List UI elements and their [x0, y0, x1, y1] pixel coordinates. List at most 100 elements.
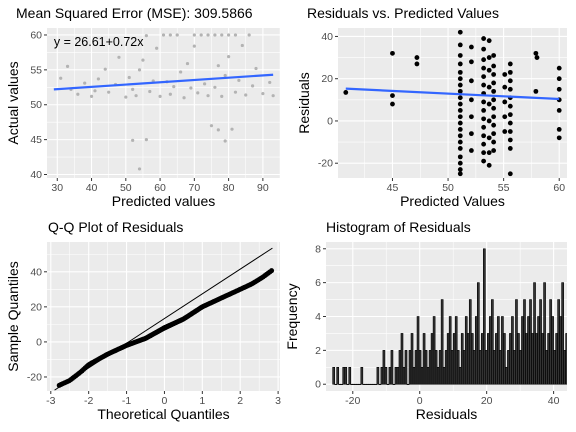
data-point: [481, 57, 487, 63]
x-axis-label: Predicted values: [112, 193, 216, 209]
y-tick-label: -20: [318, 158, 333, 170]
data-point: [220, 33, 224, 37]
histogram-bar: [440, 299, 444, 385]
data-point: [481, 65, 487, 71]
x-axis-label: Residuals: [416, 406, 477, 422]
data-point: [457, 76, 463, 82]
histogram-bar: [380, 366, 384, 385]
histogram-bar: [531, 333, 534, 385]
data-point: [457, 114, 463, 120]
y-tick-label: 50: [30, 99, 42, 111]
histogram-bar: [517, 333, 520, 385]
histogram-bar: [525, 333, 528, 385]
data-point: [131, 138, 135, 142]
data-point: [137, 68, 142, 72]
histogram-bar: [360, 366, 364, 385]
histogram-bar: [509, 333, 512, 385]
histogram-bar: [442, 366, 446, 385]
chart-panel-4: -20 0 20 40 0 2 4 6 8 Histogram of Residuals Resid…: [284, 219, 574, 422]
data-point: [137, 167, 142, 171]
data-point: [507, 69, 513, 75]
histogram-bar: [428, 350, 432, 385]
data-point: [481, 99, 487, 105]
y-tick-label: 40: [30, 169, 42, 181]
data-point: [223, 139, 227, 143]
data-point: [468, 59, 474, 65]
data-point: [502, 99, 508, 105]
histogram-bar: [503, 333, 506, 385]
histogram-bar: [541, 333, 544, 385]
x-tick-label: 0: [417, 395, 423, 407]
histogram-bar: [565, 333, 567, 385]
histogram-bar: [572, 367, 574, 384]
data-point: [556, 135, 562, 141]
histogram-bar: [394, 366, 398, 385]
histogram-bar: [418, 350, 422, 385]
data-point: [185, 61, 190, 66]
regression-line: [53, 73, 274, 91]
data-point: [175, 33, 179, 37]
histogram-bar: [561, 282, 564, 385]
data-point: [271, 94, 275, 98]
data-point: [556, 107, 562, 113]
x-axis-label: Predicted Values: [400, 193, 505, 209]
plot-background: [47, 28, 280, 178]
histogram-bar: [533, 282, 536, 385]
x-tick-label: -2: [84, 395, 93, 407]
histogram-bar: [479, 350, 482, 385]
histogram-bar: [493, 350, 496, 385]
histogram-bar: [489, 316, 492, 385]
x-tick-label: 70: [188, 182, 200, 194]
histogram-bar: [336, 366, 340, 385]
x-tick-label: -3: [46, 395, 55, 407]
data-point: [189, 86, 193, 90]
y-tick-label: 0: [36, 336, 42, 348]
data-layer: [343, 29, 562, 177]
histogram-bar: [390, 350, 394, 385]
histogram-bar: [408, 350, 412, 385]
data-point: [481, 116, 487, 122]
data-point: [220, 94, 224, 98]
histogram-bar: [519, 350, 522, 385]
histogram-bar: [416, 316, 420, 385]
data-point: [491, 80, 497, 86]
histogram-bar: [460, 333, 464, 385]
y-axis-label: Residuals: [296, 72, 312, 133]
x-tick-label: 40: [548, 395, 560, 407]
x-tick-label: 45: [387, 182, 399, 194]
data-point: [481, 133, 487, 139]
data-point: [216, 128, 220, 132]
data-point: [486, 101, 492, 107]
data-point: [457, 146, 463, 151]
data-point: [233, 90, 238, 94]
x-tick-label: 60: [553, 182, 565, 194]
data-point: [237, 78, 241, 82]
histogram-bar: [551, 316, 554, 385]
data-point: [468, 114, 474, 120]
histogram-bar: [450, 350, 454, 385]
data-point: [468, 78, 474, 84]
data-point: [93, 89, 97, 93]
data-point: [457, 95, 463, 101]
data-point: [213, 85, 217, 89]
histogram-bar: [414, 350, 418, 385]
data-point: [457, 29, 463, 35]
data-point: [247, 33, 251, 37]
histogram-bar: [485, 350, 488, 385]
x-tick-label: 80: [223, 182, 235, 194]
histogram-bar: [487, 333, 490, 385]
data-point: [457, 61, 463, 67]
data-point: [486, 118, 492, 124]
x-tick-label: 2: [237, 395, 243, 407]
data-point: [457, 107, 463, 113]
histogram-bar: [412, 366, 416, 385]
data-point: [481, 36, 487, 41]
data-point: [481, 158, 487, 164]
plot-background: [338, 28, 567, 178]
y-tick-label: 0: [315, 379, 321, 391]
data-point: [199, 33, 203, 37]
histogram-bar: [430, 333, 434, 385]
y-tick-label: 20: [30, 301, 42, 313]
x-tick-label: 55: [498, 182, 510, 194]
